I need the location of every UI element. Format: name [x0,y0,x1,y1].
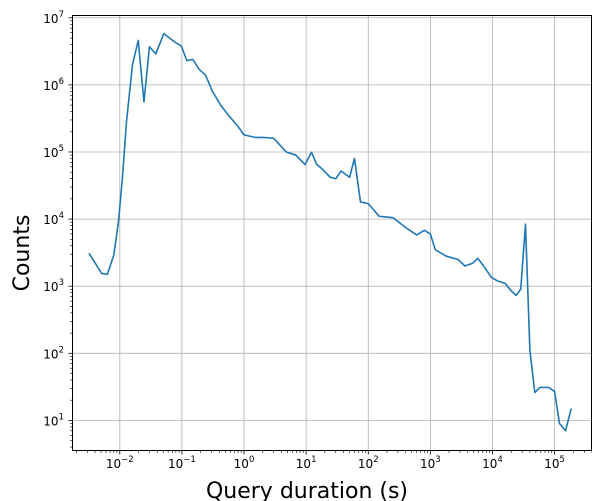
x-tick-label: 103 [420,455,441,471]
y-tick-label: 104 [43,211,64,227]
y-tick-label: 105 [43,144,64,160]
grid [72,15,592,451]
y-tick-label: 103 [43,278,64,294]
x-tick-label: 102 [358,455,379,471]
x-tick-label: 100 [234,455,255,471]
x-axis-title: Query duration (s) [206,479,408,501]
y-axis-title: Counts [10,215,35,292]
x-tick-label: 101 [296,455,317,471]
x-tick-label: 105 [544,455,565,471]
axis-ticks: 10−2 10−1 100 101 102 103 104 105 101 102 103 104 10… [43,10,592,471]
y-tick-label: 101 [43,412,64,428]
x-tick-label: 10−2 [106,455,134,471]
y-tick-label: 102 [43,345,64,361]
series-line [88,32,572,432]
y-tick-label: 106 [43,77,64,93]
series [88,32,572,432]
x-tick-label: 104 [482,455,503,471]
y-tick-label: 107 [43,10,64,26]
plot-background [72,15,592,451]
x-tick-label: 10−1 [168,455,196,471]
